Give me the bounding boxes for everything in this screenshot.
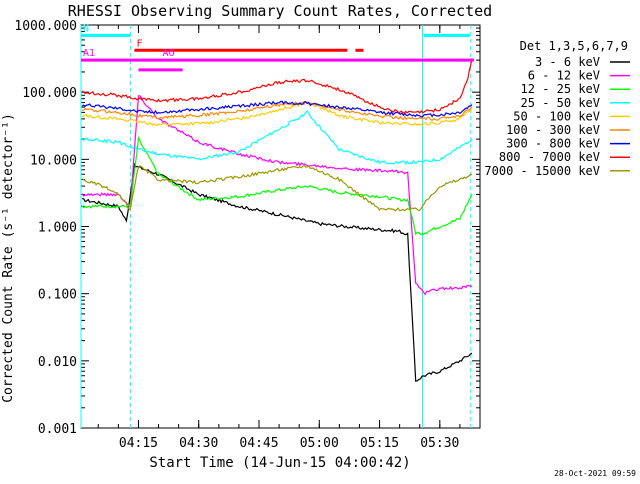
y-axis-label: Corrected Count Rate (s⁻¹ detector⁻¹) xyxy=(1,113,16,403)
series-line xyxy=(81,100,473,118)
legend-label: 300 - 800 keV xyxy=(506,137,600,151)
series-line xyxy=(81,164,473,212)
y-tick-label: 1.000 xyxy=(38,221,77,236)
legend-label: 6 - 12 keV xyxy=(528,69,600,83)
legend-label: 800 - 7000 keV xyxy=(499,150,600,164)
y-tick-label: 0.001 xyxy=(38,422,77,437)
timestamp-label: 28-Oct-2021 09:59 xyxy=(554,469,636,478)
legend-label: 100 - 300 keV xyxy=(506,123,600,137)
chart-title: RHESSI Observing Summary Count Rates, Co… xyxy=(68,2,492,20)
x-axis-label: Start Time (14-Jun-15 04:00:42) xyxy=(149,455,410,471)
series-line xyxy=(82,100,473,122)
legend-label: 7000 - 15000 keV xyxy=(484,164,600,178)
x-tick-label: 04:15 xyxy=(119,436,158,451)
series-line xyxy=(82,101,473,127)
y-tick-label: 10.000 xyxy=(30,153,77,168)
legend-label: 3 - 6 keV xyxy=(535,55,600,69)
series-line xyxy=(81,95,473,296)
y-tick-label: 100.000 xyxy=(22,86,77,101)
series-line xyxy=(81,109,473,165)
x-tick-label: 04:30 xyxy=(179,436,218,451)
y-tick-label: 0.010 xyxy=(38,355,77,370)
legend-label: 12 - 25 keV xyxy=(521,82,600,96)
status-bar-label: F xyxy=(136,38,142,49)
x-tick-label: 05:30 xyxy=(420,436,459,451)
x-tick-label: 05:00 xyxy=(300,436,339,451)
y-tick-label: 0.100 xyxy=(38,288,77,303)
legend-title: Det 1,3,5,6,7,9 xyxy=(520,39,628,53)
series-line xyxy=(81,135,473,236)
series-line xyxy=(82,162,473,382)
status-bar-label: A1 xyxy=(83,48,95,59)
x-tick-label: 05:15 xyxy=(360,436,399,451)
series-line xyxy=(81,58,473,114)
y-tick-label: 1000.000 xyxy=(14,19,77,34)
legend-label: 25 - 50 keV xyxy=(521,96,600,110)
legend-label: 50 - 100 keV xyxy=(513,109,600,123)
plot-frame xyxy=(80,24,481,429)
status-bar-label: AO xyxy=(163,48,175,59)
plot-area: 1000.000 100.000 10.000 1.000 0.100 0.010 0.00… xyxy=(14,19,481,451)
status-bar-label: N xyxy=(83,23,89,34)
x-tick-label: 04:45 xyxy=(239,436,278,451)
